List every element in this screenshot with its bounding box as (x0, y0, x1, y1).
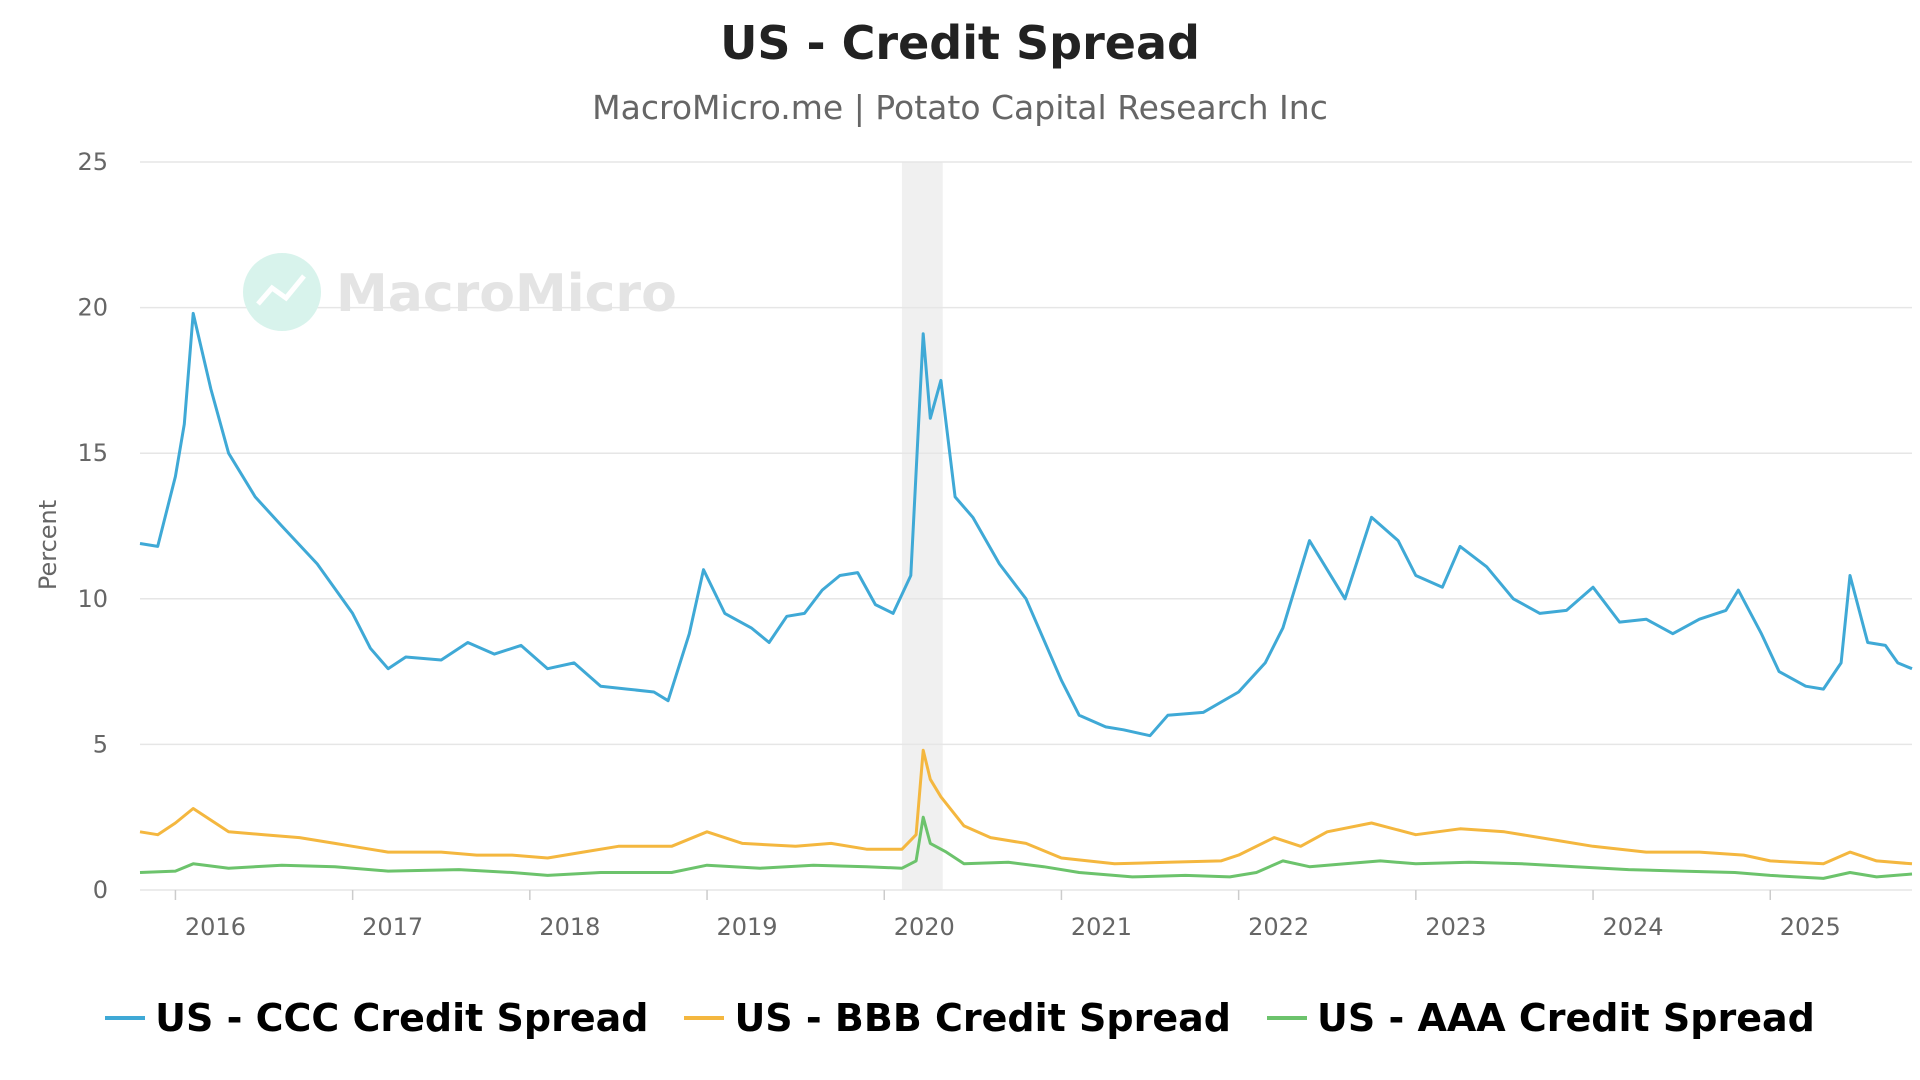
legend-label-ccc: US - CCC Credit Spread (155, 996, 649, 1040)
y-axis-ticks: 0 5 10 15 20 25 (77, 148, 108, 904)
x-tick-label-0: 2016 (185, 913, 246, 941)
x-tick-label-1: 2017 (362, 913, 423, 941)
x-tick-label-2: 2018 (539, 913, 600, 941)
legend-swatch-aaa (1266, 1016, 1307, 1020)
chart-title: US - Credit Spread (720, 16, 1200, 70)
watermark-text: MacroMicro (336, 264, 677, 324)
y-axis-title: Percent (34, 500, 62, 590)
x-tick-label-3: 2019 (717, 913, 778, 941)
y-tick-label-4: 20 (77, 294, 108, 322)
y-tick-label-2: 10 (77, 585, 108, 613)
recession-band-layer (901, 162, 943, 890)
x-tick-label-8: 2024 (1603, 913, 1664, 941)
legend-label-bbb: US - BBB Credit Spread (734, 996, 1231, 1040)
chart-subtitle: MacroMicro.me | Potato Capital Research … (592, 88, 1328, 127)
series-line-bbb (139, 748, 1913, 866)
legend-label-aaa: US - AAA Credit Spread (1316, 996, 1815, 1040)
legend-swatch-ccc (105, 1016, 146, 1020)
legend-item-aaa[interactable]: US - AAA Credit Spread (1266, 996, 1815, 1040)
y-tick-label-5: 25 (77, 148, 108, 176)
y-tick-label-1: 5 (93, 730, 108, 758)
x-axis-ticks: 2016 2017 2018 2019 2020 2021 2022 2023 2024 2025 (174, 890, 1841, 941)
legend: US - CCC Credit Spread US - BBB Credit S… (0, 996, 1920, 1040)
recession-band (901, 162, 943, 890)
series-layer (139, 311, 1913, 880)
series-line-aaa (139, 815, 1913, 880)
x-tick-label-4: 2020 (894, 913, 955, 941)
legend-swatch-bbb (684, 1016, 725, 1020)
x-tick-label-7: 2023 (1425, 913, 1486, 941)
series-line-ccc (139, 311, 1913, 738)
watermark-logo-icon (243, 253, 321, 331)
watermark: MacroMicro (243, 253, 677, 331)
legend-item-bbb[interactable]: US - BBB Credit Spread (684, 996, 1231, 1040)
legend-item-ccc[interactable]: US - CCC Credit Spread (105, 996, 648, 1040)
y-tick-label-3: 15 (77, 439, 108, 467)
y-tick-label-0: 0 (93, 876, 108, 904)
watermark-trend-icon (256, 274, 306, 306)
x-tick-label-5: 2021 (1071, 913, 1132, 941)
x-tick-label-6: 2022 (1248, 913, 1309, 941)
x-tick-label-9: 2025 (1780, 913, 1841, 941)
